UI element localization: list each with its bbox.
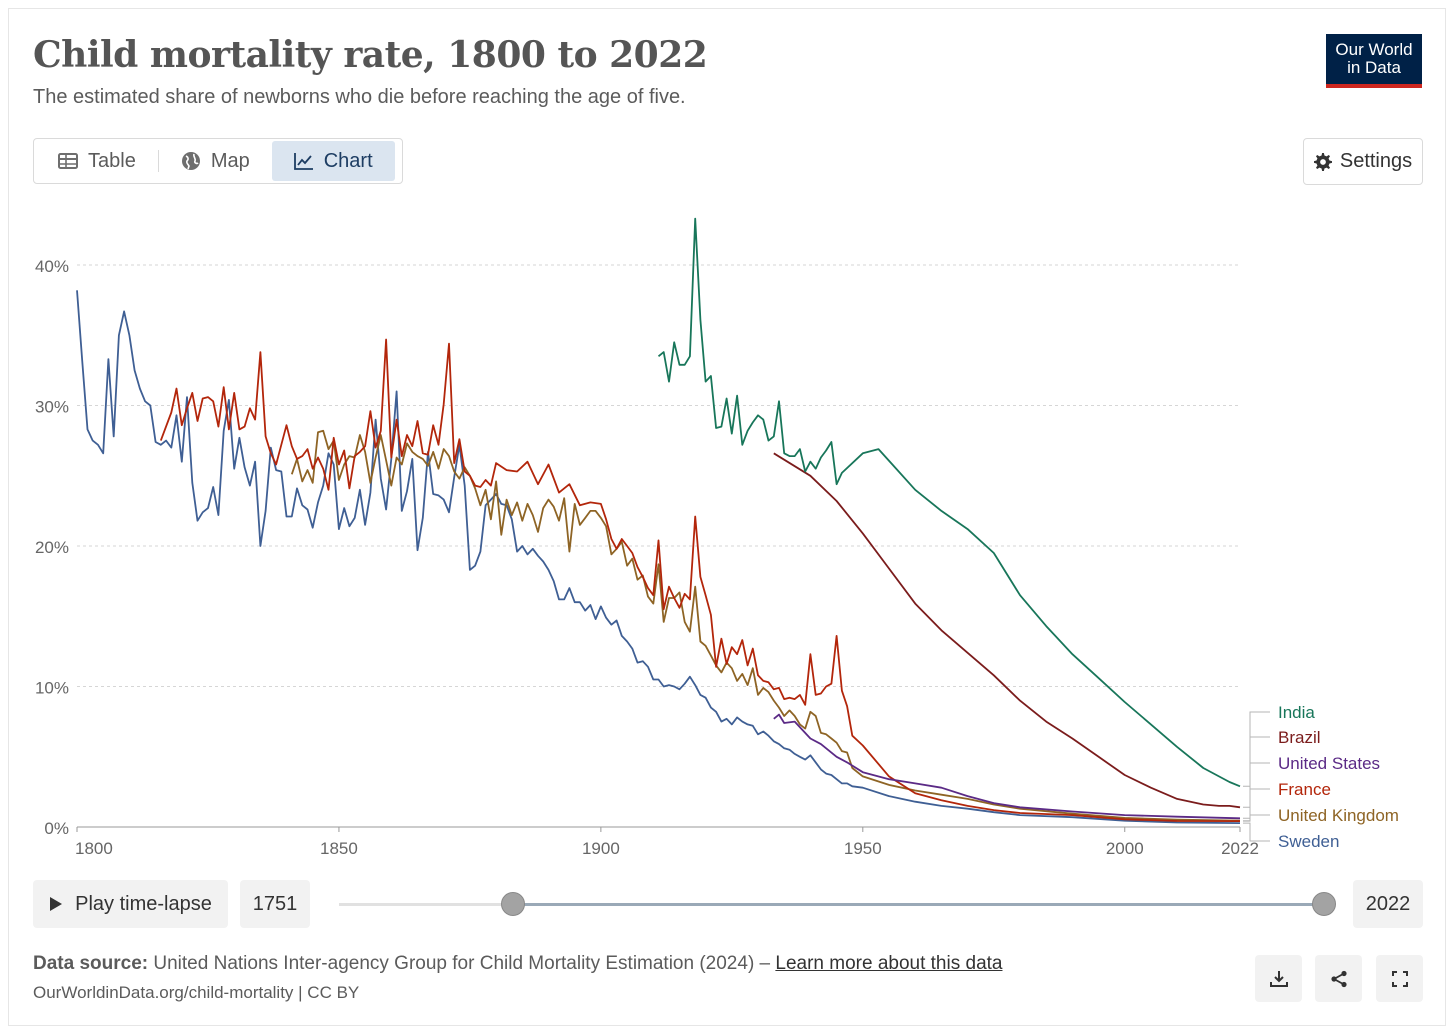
logo-line-2: in Data <box>1347 58 1401 77</box>
y-tick-label: 0% <box>44 819 69 838</box>
timeline-selected-range <box>513 903 1324 906</box>
gear-icon <box>1313 152 1332 171</box>
chart-title: Child mortality rate, 1800 to 2022 <box>33 34 708 76</box>
legend-label-sweden: Sweden <box>1278 832 1339 851</box>
globe-icon <box>181 152 200 170</box>
legend-label-france: France <box>1278 780 1331 799</box>
legend-connector <box>1243 814 1270 822</box>
end-year-label: 2022 <box>1365 892 1411 915</box>
source-text: United Nations Inter-agency Group for Ch… <box>153 953 776 974</box>
owid-logo[interactable]: Our World in Data <box>1326 34 1422 88</box>
learn-more-link[interactable]: Learn more about this data <box>775 953 1003 974</box>
end-year-box[interactable]: 2022 <box>1353 880 1423 928</box>
data-source: Data source: United Nations Inter-agency… <box>33 953 1002 975</box>
fullscreen-button[interactable] <box>1376 955 1423 1002</box>
tab-chart-label: Chart <box>323 149 373 172</box>
legend-label-india: India <box>1278 703 1315 722</box>
line-chart: 0% 10% 20% 30% 40% 1800 1850 1900 1950 2000 2022 In… <box>35 217 1399 858</box>
series-line-brazil <box>773 452 1241 809</box>
series-line-india <box>657 217 1241 788</box>
table-icon <box>58 153 78 169</box>
legend-label-united-states: United States <box>1278 754 1380 773</box>
x-tick-label: 2000 <box>1106 839 1144 858</box>
y-tick-label: 20% <box>35 538 69 557</box>
tab-table-label: Table <box>88 149 136 172</box>
chart-frame <box>8 8 1446 1026</box>
play-label: Play time-lapse <box>75 892 212 915</box>
tab-map-label: Map <box>210 149 250 172</box>
start-year-box[interactable]: 1751 <box>240 880 310 928</box>
series-line-sweden <box>76 290 1241 824</box>
x-tick-label: 1800 <box>75 839 113 858</box>
play-timelapse-button[interactable]: Play time-lapse <box>33 880 228 928</box>
share-icon <box>1330 970 1347 987</box>
chart-subtitle: The estimated share of newborns who die … <box>33 86 686 108</box>
fullscreen-icon <box>1391 970 1408 987</box>
logo-line-1: Our World <box>1335 40 1413 59</box>
start-year-label: 1751 <box>252 892 298 915</box>
legend-label-united-kingdom: United Kingdom <box>1278 806 1399 825</box>
series-line-united-states <box>773 713 1241 820</box>
download-icon <box>1269 970 1288 987</box>
play-icon <box>50 897 63 911</box>
x-tick-label: 1850 <box>320 839 358 858</box>
legend-connector <box>1243 822 1270 842</box>
y-tick-label: 30% <box>35 398 69 417</box>
timeline-controls: Play time-lapse 1751 2022 <box>33 880 1423 928</box>
y-tick-label: 10% <box>35 679 69 698</box>
y-tick-label: 40% <box>35 257 69 276</box>
download-button[interactable] <box>1255 955 1302 1002</box>
tab-chart[interactable]: Chart <box>271 141 395 181</box>
x-tick-label: 2022 <box>1221 839 1259 858</box>
series-line-united-kingdom <box>290 429 1241 822</box>
legend-connector <box>1243 711 1270 787</box>
legend-connector <box>1243 788 1270 822</box>
settings-label: Settings <box>1339 150 1413 172</box>
legend-label-brazil: Brazil <box>1278 728 1321 747</box>
tab-map[interactable]: Map <box>159 141 272 181</box>
tab-divider <box>157 150 159 172</box>
share-button[interactable] <box>1315 955 1362 1002</box>
chart-url-license: OurWorldinData.org/child-mortality | CC … <box>33 983 360 1002</box>
line-chart-icon <box>293 153 313 170</box>
legend-connector <box>1243 762 1270 819</box>
timeline-end-handle[interactable] <box>1312 892 1336 916</box>
series-line-france <box>159 338 1241 822</box>
settings-button[interactable]: Settings <box>1303 138 1423 185</box>
timeline-start-handle[interactable] <box>501 892 526 916</box>
x-tick-label: 1950 <box>844 839 882 858</box>
view-tabs: Table Map Chart <box>33 138 403 184</box>
tab-table[interactable]: Table <box>36 141 158 181</box>
source-label: Data source: <box>33 953 149 974</box>
legend-connector <box>1243 736 1270 808</box>
x-tick-label: 1900 <box>582 839 620 858</box>
